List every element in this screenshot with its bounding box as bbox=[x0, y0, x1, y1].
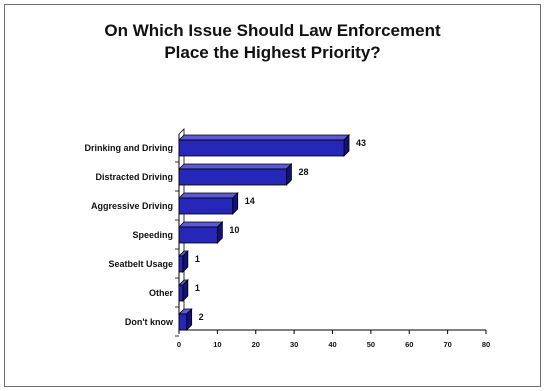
value-label: 10 bbox=[229, 225, 239, 235]
value-label: 28 bbox=[298, 167, 308, 177]
category-label: Drinking and Driving bbox=[84, 143, 173, 153]
x-tick-label: 10 bbox=[213, 340, 221, 349]
chart-title-line-1: On Which Issue Should Law Enforcement bbox=[104, 21, 441, 40]
x-tick-label: 50 bbox=[367, 340, 375, 349]
bar-top bbox=[178, 163, 293, 170]
x-tick-label: 0 bbox=[177, 340, 181, 349]
value-label: 1 bbox=[195, 254, 200, 264]
value-label: 43 bbox=[356, 138, 366, 148]
bar bbox=[178, 139, 345, 157]
category-label: Don't know bbox=[125, 317, 174, 327]
x-tick-label: 20 bbox=[252, 340, 260, 349]
x-tick-label: 40 bbox=[328, 340, 336, 349]
category-label: Other bbox=[149, 288, 174, 298]
bar bbox=[178, 313, 188, 331]
x-tick-label: 60 bbox=[405, 340, 413, 349]
bar-top bbox=[178, 134, 350, 141]
bar bbox=[178, 226, 218, 244]
value-label: 14 bbox=[245, 196, 255, 206]
x-tick-label: 70 bbox=[443, 340, 451, 349]
category-label: Aggressive Driving bbox=[91, 201, 173, 211]
category-label: Seatbelt Usage bbox=[108, 259, 173, 269]
value-label: 2 bbox=[199, 312, 204, 322]
chart-title-line-2: Place the Highest Priority? bbox=[164, 43, 381, 62]
bar bbox=[178, 255, 184, 273]
bar-top bbox=[178, 192, 239, 199]
category-label: Speeding bbox=[132, 230, 173, 240]
bar-top bbox=[178, 221, 224, 228]
chart-frame bbox=[4, 4, 541, 387]
value-label: 1 bbox=[195, 283, 200, 293]
x-tick-label: 30 bbox=[290, 340, 298, 349]
bar bbox=[178, 284, 184, 302]
bar bbox=[178, 168, 287, 186]
x-tick-label: 80 bbox=[482, 340, 490, 349]
bar bbox=[178, 197, 234, 215]
category-label: Distracted Driving bbox=[95, 172, 173, 182]
